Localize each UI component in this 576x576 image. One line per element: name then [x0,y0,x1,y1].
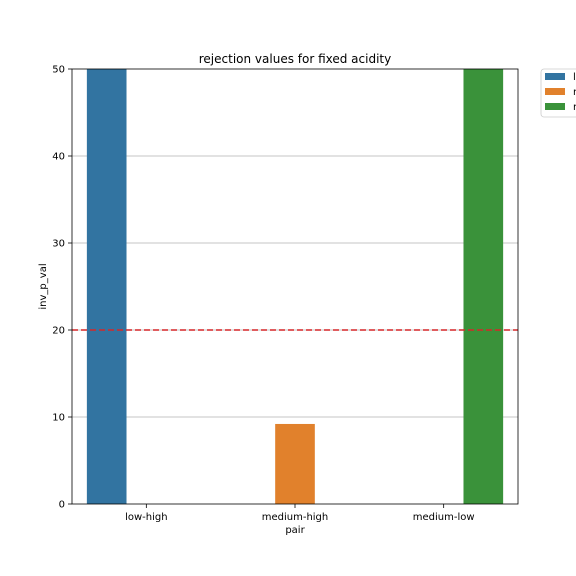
y-tick-label: 50 [52,65,65,76]
y-tick-label: 20 [52,326,65,337]
legend-label: r [573,87,576,98]
bar-medium-low [463,69,504,504]
y-axis: 0 10 20 30 40 50 [52,65,72,511]
y-tick-label: 0 [59,500,65,511]
legend-swatch [545,73,565,80]
y-tick-label: 10 [52,413,65,424]
legend-label: l [573,72,576,83]
x-axis: low-high medium-high medium-low [125,504,475,523]
chart-title: rejection values for fixed acidity [199,52,391,66]
legend-swatch [545,88,565,95]
bar-low-high [86,69,127,504]
y-tick-label: 30 [52,239,65,250]
legend-swatch [545,103,565,110]
x-tick-label: low-high [125,512,168,523]
x-tick-label: medium-high [262,512,329,523]
x-tick-label: medium-low [413,512,475,523]
gridlines [72,155,518,418]
y-axis-label: inv_p_val [38,263,49,309]
legend: lrr [540,68,576,118]
y-tick-label: 40 [52,152,65,163]
bars [86,69,504,504]
legend-label: r [573,102,576,113]
x-axis-label: pair [285,525,305,536]
bar-medium-high [275,423,315,504]
